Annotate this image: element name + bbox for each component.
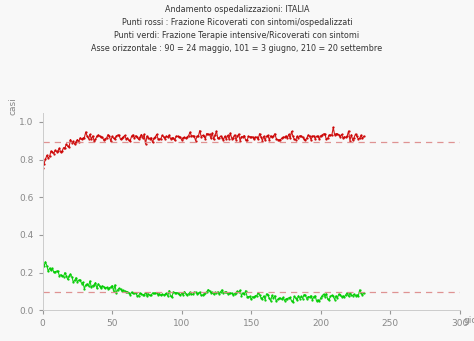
X-axis label: giorni: giorni — [464, 316, 474, 325]
Y-axis label: casi: casi — [9, 98, 18, 116]
Text: Andamento ospedalizzazioni: ITALIA
Punti rossi : Frazione Ricoverati con sintomi: Andamento ospedalizzazioni: ITALIA Punti… — [91, 5, 383, 53]
